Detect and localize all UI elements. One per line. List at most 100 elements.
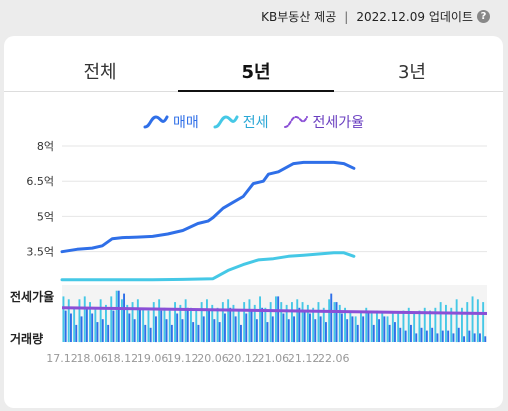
legend-jeonse[interactable]: 전세 [213,112,269,132]
jeonse-volume-bar [291,302,293,342]
x-tick-label: 21.06 [258,352,290,365]
updated-date: 2022.12.09 업데이트 [356,10,473,24]
jeonse-volume-bar [131,302,134,342]
sale-volume-bar [468,330,471,342]
jeonse-volume-bar [328,299,331,343]
sale-volume-bar [271,316,274,343]
sale-volume-bar [128,313,131,342]
jeonse-volume-bar [211,304,214,342]
sale-volume-bar [425,330,428,342]
sale-volume-bar [165,319,168,342]
legend-sale[interactable]: 매매 [143,112,199,132]
chart-legend: 매매 전세 전세가율 [4,112,503,132]
jeonse-volume-bar [434,307,437,342]
jeonse-volume-bar [376,310,378,342]
sale-volume-bar [117,290,120,342]
price-trend-chart: 8억 6.5억 5억 3.5억전세가율거래량17.1218.0618.1219.061… [10,140,488,365]
jeonse-volume-bar [264,307,267,342]
sale-volume-bar [335,302,338,342]
jeonse-volume-bar [418,310,421,342]
sale-volume-bar [303,310,306,342]
jeonse-volume-bar [402,310,405,342]
help-icon[interactable]: ? [477,10,490,23]
jeonse-volume-bar [354,316,357,343]
jeonse-volume-bar [83,296,86,342]
sale-volume-bar [85,307,88,342]
jeonse-volume-bar [391,313,394,342]
jeonse-volume-bar [482,302,485,342]
jeonse-volume-bar [450,307,453,342]
sale-volume-bar [298,307,301,342]
sale-volume-bar [245,313,248,342]
legend-jeonse-label: 전세 [242,115,269,131]
jeonse-volume-bar [445,304,447,342]
sale-volume-bar [139,307,141,342]
sale-volume-bar [319,316,322,343]
sale-volume-bar [218,322,221,342]
jeonse-volume-bar [285,304,288,342]
jeonse-volume-bar [110,296,113,342]
sale-volume-bar [351,316,354,343]
jeonse-volume-bar [121,299,123,343]
legend-sale-label: 매매 [172,115,199,131]
jeonse-volume-bar [179,304,182,342]
sale-volume-bar [176,313,179,342]
sale-wave-icon [143,115,169,129]
sale-volume-bar [356,324,359,342]
sale-volume-bar [340,313,343,342]
jeonse-volume-bar [158,299,161,343]
sale-volume-bar [277,296,280,342]
jeonse-volume-bar [227,299,230,343]
jeonse-volume-bar [248,299,251,343]
sale-volume-bar [229,307,232,342]
x-tick-label: 22.06 [318,352,350,365]
sale-volume-bar [155,316,157,343]
jeonse-volume-bar [413,313,416,342]
sale-volume-bar [367,310,370,342]
volume-panel-label: 거래량 [10,331,43,346]
ratio-wave-icon [283,115,308,128]
data-source-info: KB부동산 제공 | 2022.12.09 업데이트 ? [261,8,490,25]
jeonse-volume-bar [67,299,70,343]
sale-volume-bar [112,310,115,342]
sale-volume-bar [213,319,216,342]
tab-3y[interactable]: 3년 [397,62,426,83]
jeonse-volume-bar [237,310,240,342]
jeonse-volume-bar [338,304,341,342]
jeonse-volume-bar [280,302,283,342]
sale-volume-bar [255,319,258,342]
jeonse-volume-bar [360,310,362,342]
legend-ratio-label: 전세가율 [312,115,365,131]
jeonse-wave-icon [213,115,239,129]
sale-volume-bar [372,324,375,342]
price-chart-card: 전체 5년 3년 매매 전세 전세가율 8억 6.5억 5억 3.5억 전세가율 거래량 1… [4,36,503,408]
jeonse-ratio-line [61,306,488,315]
legend-ratio[interactable]: 전세가율 [283,112,365,132]
jeonse-volume-bar [184,299,187,343]
sale-volume-bar [479,333,481,342]
sale-volume-bar [447,330,450,342]
jeonse-volume-bar [105,304,107,342]
jeonse-volume-bar [466,302,469,342]
x-tick-label: 20.12 [227,352,259,365]
tab-5y[interactable]: 5년 [241,62,271,83]
jeonse-volume-bar [126,304,129,342]
sale-volume-bar [399,327,402,343]
sale-volume-bar [383,316,386,343]
jeonse-volume-bar [200,302,203,342]
jeonse-volume-bar [174,302,176,342]
sale-volume-bar [101,319,104,342]
x-tick-label: 18.06 [76,352,108,365]
jeonse-volume-bar [275,296,277,342]
sale-volume-bar [202,316,205,343]
jeonse-volume-bar [397,313,400,342]
tab-all[interactable]: 전체 [83,62,117,83]
sale-volume-bar [309,313,311,342]
sale-volume-bar [346,319,349,342]
jeonse-volume-bar [142,307,145,342]
jeonse-volume-bar [296,299,299,343]
jeonse-volume-bar [349,310,352,342]
jeonse-volume-bar [429,310,431,342]
sale-volume-bar [64,310,67,342]
sale-volume-bar [452,333,455,342]
